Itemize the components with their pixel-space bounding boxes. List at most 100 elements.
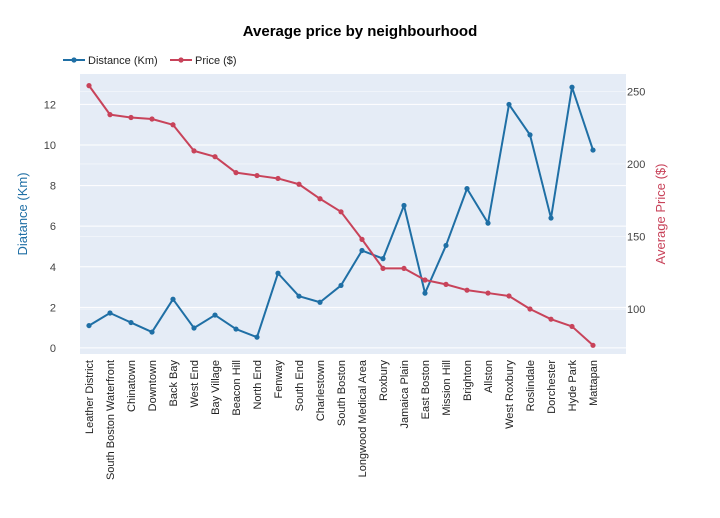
y-left-tick-label: 0 [50,343,56,355]
data-point-distance[interactable] [359,247,365,254]
data-point-distance[interactable] [86,322,92,329]
data-point-price[interactable] [338,209,344,215]
x-tick-label: Bay Village [210,360,222,415]
data-point-price[interactable] [275,175,281,182]
data-point-distance[interactable] [527,132,533,138]
y-left-tick-label: 6 [50,221,56,233]
x-tick-label: Back Bay [168,360,180,407]
data-point-distance[interactable] [128,319,134,326]
y-left-tick-label: 10 [44,140,56,152]
chart-title: Average price by neighbourhood [243,23,477,40]
data-point-distance[interactable] [317,299,323,305]
x-tick-label: Brighton [462,360,474,401]
data-point-price[interactable] [170,122,176,128]
data-point-distance[interactable] [590,147,596,153]
data-point-distance[interactable] [380,256,386,262]
x-tick-label: South Boston Waterfront [105,360,117,480]
data-point-price[interactable] [422,277,428,283]
x-tick-label: Roxbury [378,360,390,401]
x-tick-label: West End [189,360,201,408]
x-tick-label: Hyde Park [567,360,579,412]
data-point-price[interactable] [149,116,155,122]
data-point-price[interactable] [380,265,386,272]
data-point-price[interactable] [506,293,512,299]
x-tick-label: West Roxbury [504,360,516,429]
legend-marker-distance [71,57,77,63]
x-tick-label: Fenway [273,360,285,399]
legend-marker-price [178,57,184,63]
legend-item-price[interactable]: Price ($) [170,55,237,67]
data-point-price[interactable] [443,281,449,287]
x-tick-label: Leather District [84,360,96,434]
data-point-price[interactable] [107,112,113,118]
data-point-price[interactable] [464,287,470,293]
data-point-distance[interactable] [548,215,554,221]
plot-area [80,74,626,354]
y-right-tick-label: 250 [627,86,645,98]
data-point-price[interactable] [254,172,260,179]
data-point-distance[interactable] [170,296,176,302]
x-tick-label: East Boston [420,360,432,419]
y-right-tick-label: 200 [627,159,645,171]
data-point-price[interactable] [317,196,323,202]
x-tick-label: Longwood Medical Area [357,359,369,477]
data-point-distance[interactable] [338,282,344,289]
data-point-price[interactable] [128,114,134,121]
data-point-distance[interactable] [149,329,155,335]
y-axis-left-ticks: 0 2 4 6 8 10 12 [44,99,56,354]
y-left-tick-label: 12 [44,99,56,111]
x-axis-ticks: Leather District South Boston Waterfront C… [84,359,600,480]
x-tick-label: Roslindale [525,360,537,411]
data-point-distance[interactable] [254,334,260,340]
data-point-distance[interactable] [275,270,281,276]
x-tick-label: Downtown [147,360,159,411]
y-left-tick-label: 8 [50,181,56,193]
data-point-price[interactable] [548,316,554,322]
y-right-tick-label: 100 [627,304,645,316]
x-tick-label: Beacon Hill [231,360,243,416]
data-point-distance[interactable] [422,290,428,296]
data-point-price[interactable] [527,306,533,312]
data-point-price[interactable] [485,290,491,296]
y-axis-right-ticks: 100 150 200 250 [627,86,645,316]
data-point-distance[interactable] [212,312,218,318]
data-point-distance[interactable] [401,202,407,209]
data-point-distance[interactable] [464,186,470,192]
legend-label-price: Price ($) [195,55,237,67]
data-point-distance[interactable] [107,310,113,316]
data-point-distance[interactable] [191,325,197,331]
x-tick-label: North End [252,360,264,410]
data-point-price[interactable] [401,265,407,272]
data-point-price[interactable] [86,83,92,89]
data-point-price[interactable] [296,181,302,187]
data-point-distance[interactable] [443,242,449,249]
x-tick-label: Mattapan [588,360,600,406]
x-tick-label: South End [294,360,306,411]
data-point-distance[interactable] [233,326,239,332]
data-point-distance[interactable] [485,220,491,226]
y-left-tick-label: 4 [50,262,56,274]
data-point-price[interactable] [212,154,218,160]
legend[interactable]: Distance (Km) Price ($) [63,55,237,67]
data-point-price[interactable] [590,342,596,348]
y-axis-right-title: Average Price ($) [653,164,668,265]
y-axis-left-title: Diatance (Km) [15,172,30,255]
data-point-distance[interactable] [569,84,575,90]
data-point-price[interactable] [569,323,575,330]
x-tick-label: South Boston [336,360,348,426]
x-tick-label: Dorchester [546,360,558,414]
legend-item-distance[interactable]: Distance (Km) [63,55,158,67]
legend-label-distance: Distance (Km) [88,55,158,67]
data-point-distance[interactable] [506,101,512,108]
x-tick-label: Allston [483,360,495,393]
y-right-tick-label: 150 [627,231,645,243]
series-points [86,83,596,348]
data-point-price[interactable] [233,170,239,176]
y-left-tick-label: 2 [50,302,56,314]
data-point-distance[interactable] [296,293,302,299]
data-point-price[interactable] [191,148,197,154]
x-tick-label: Jamaica Plain [399,360,411,428]
x-tick-label: Charlestown [315,360,327,421]
data-point-price[interactable] [359,236,365,242]
